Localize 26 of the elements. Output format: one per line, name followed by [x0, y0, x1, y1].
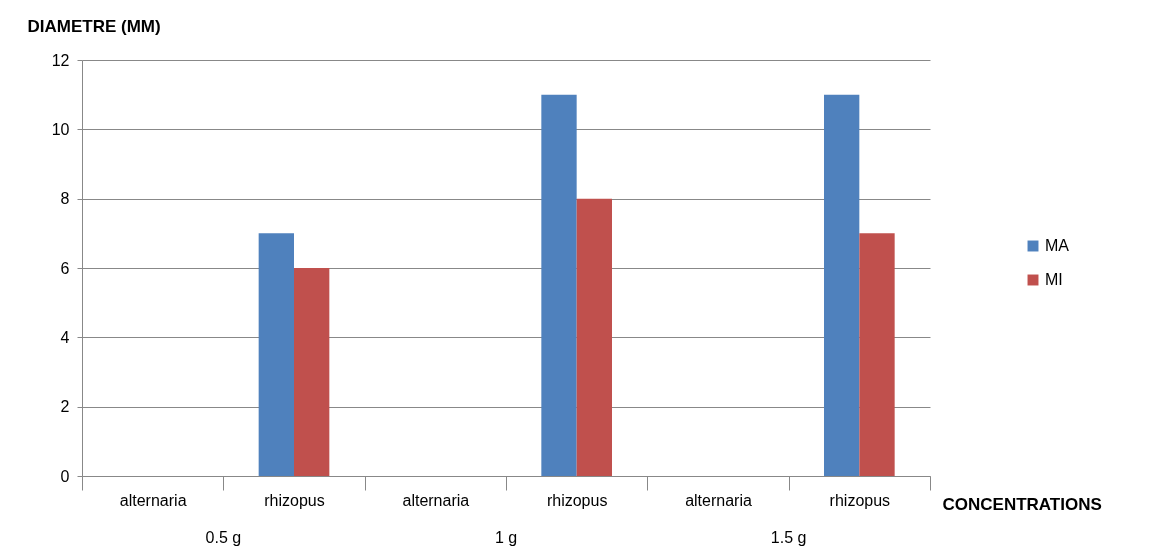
y-axis-title: DIAMETRE (MM): [27, 16, 161, 36]
y-tick-label: 0: [60, 467, 70, 485]
x-tick-label: rhizopus: [546, 491, 608, 509]
y-tick-label: 2: [60, 398, 70, 416]
bar: [541, 94, 577, 476]
bar: [576, 198, 612, 476]
y-tick-label: 10: [51, 120, 70, 138]
y-tick-label: 8: [60, 190, 70, 208]
x-tick-label: alternaria: [402, 491, 470, 509]
x-tick-label: alternaria: [119, 491, 187, 509]
x-tick-label: rhizopus: [264, 491, 325, 509]
bar: [258, 233, 294, 476]
bar: [294, 268, 330, 476]
x-tick-label: rhizopus: [829, 491, 891, 509]
legend-label: MA: [1045, 237, 1070, 254]
text: 1 g: [494, 529, 518, 546]
x-axis-title: CONCENTRATIONS: [942, 494, 1102, 514]
y-tick-label: 4: [60, 328, 70, 346]
y-tick-label: 12: [51, 51, 70, 69]
y-tick-label: 6: [60, 259, 70, 277]
text: 1.5 g: [770, 529, 807, 546]
x-tick-label: alternaria: [685, 491, 752, 509]
text: 0.5 g: [205, 529, 242, 546]
bar: [859, 233, 895, 476]
bar: [824, 94, 860, 476]
legend-label: MI: [1045, 271, 1063, 288]
